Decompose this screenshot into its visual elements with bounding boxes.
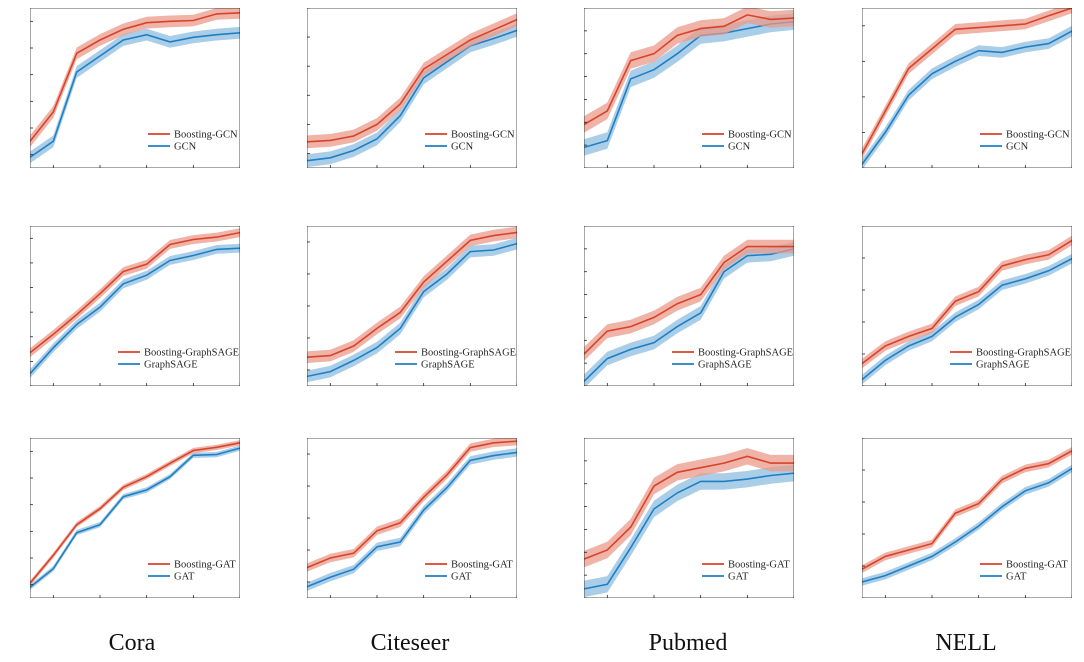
series-line-baseline [307, 242, 517, 378]
series-line-baseline [862, 30, 1072, 165]
series-line-boosting [862, 8, 1072, 155]
series-line-baseline [30, 247, 240, 375]
legend-label-baseline: GraphSAGE [976, 360, 1030, 371]
series-line-baseline [862, 257, 1072, 381]
column-title-cora: Cora [108, 630, 156, 656]
legend-label-boosting: Boosting-GAT [174, 560, 236, 571]
band-boosting [584, 448, 794, 568]
chart-citeseer-gcn: 246810203040506070Sample number of minor… [307, 8, 517, 168]
legend-label-baseline: GCN [174, 142, 197, 153]
legend-label-boosting: Boosting-GCN [728, 130, 792, 141]
legend-label-baseline: GAT [174, 572, 195, 583]
legend-label-baseline: GAT [451, 572, 472, 583]
series-line-baseline [584, 20, 794, 149]
legend-label-boosting: Boosting-GAT [728, 560, 790, 571]
series-line-boosting [307, 18, 517, 143]
band-baseline [584, 242, 794, 386]
legend-label-baseline: GCN [1006, 142, 1029, 153]
band-boosting [862, 447, 1072, 573]
band-baseline [584, 465, 794, 598]
legend-label-baseline: GAT [1006, 572, 1027, 583]
legend-label-baseline: GraphSAGE [421, 360, 475, 371]
legend-label-baseline: GAT [728, 572, 749, 583]
legend-label-boosting: Boosting-GraphSAGE [421, 348, 516, 359]
chart-citeseer-gat: 2468102030405060Sample number of minorit… [307, 438, 517, 598]
axes-box [30, 438, 240, 598]
legend-label-boosting: Boosting-GraphSAGE [698, 348, 793, 359]
band-boosting [584, 239, 794, 361]
series-line-boosting [307, 231, 517, 358]
legend-label-boosting: Boosting-GCN [174, 130, 238, 141]
legend-label-boosting: Boosting-GraphSAGE [144, 348, 239, 359]
series-line-baseline [30, 447, 240, 588]
chart-citeseer-graphsage: 2468102030405060Sample number of minorit… [307, 226, 517, 386]
chart-nell-gcn: 2468103040506070Sample number of minorit… [862, 8, 1072, 168]
series-line-boosting [30, 442, 240, 584]
series-line-boosting [30, 231, 240, 354]
chart-pubmed-graphsage: 2468104045505560657075Sample number of m… [584, 226, 794, 386]
series-line-baseline [584, 472, 794, 590]
column-title-nell: NELL [935, 630, 997, 656]
series-line-baseline [307, 29, 517, 162]
series-line-boosting [862, 450, 1072, 570]
band-boosting [307, 226, 517, 363]
band-baseline [862, 25, 1072, 168]
chart-pubmed-gat: 2468104045505560657075Sample number of m… [584, 438, 794, 598]
legend-label-boosting: Boosting-GAT [451, 560, 513, 571]
chart-nell-gat: 246810304050607080Sample number of minor… [862, 438, 1072, 598]
legend-label-boosting: Boosting-GCN [1006, 130, 1070, 141]
series-line-baseline [307, 451, 517, 588]
series-line-baseline [862, 467, 1072, 583]
chart-pubmed-gcn: 2468104045505560657075Sample number of m… [584, 8, 794, 168]
series-line-boosting [307, 440, 517, 569]
legend-label-baseline: GraphSAGE [698, 360, 752, 371]
series-line-baseline [30, 32, 240, 158]
chart-cora-gat: 246810203040506070Sample number of minor… [30, 438, 240, 598]
column-title-pubmed: Pubmed [648, 630, 728, 656]
legend-label-baseline: GCN [451, 142, 474, 153]
series-line-boosting [584, 14, 794, 126]
legend-label-boosting: Boosting-GCN [451, 130, 515, 141]
series-line-boosting [862, 239, 1072, 365]
band-baseline [307, 448, 517, 591]
band-baseline [862, 253, 1072, 385]
chart-cora-graphsage: 24681010203040506070Sample number of min… [30, 226, 240, 386]
chart-nell-graphsage: 246810304050607080Sample number of minor… [862, 226, 1072, 386]
column-title-citeseer: Citeseer [370, 630, 450, 656]
series-line-boosting [584, 245, 794, 355]
legend-label-baseline: GraphSAGE [144, 360, 198, 371]
band-boosting [30, 8, 240, 148]
series-line-boosting [30, 12, 240, 142]
series-line-boosting [584, 455, 794, 560]
band-boosting [307, 13, 517, 149]
legend-label-boosting: Boosting-GAT [1006, 560, 1068, 571]
series-line-baseline [584, 248, 794, 382]
legend-label-boosting: Boosting-GraphSAGE [976, 348, 1071, 359]
legend-label-baseline: GCN [728, 142, 751, 153]
chart-cora-gcn: 246810203040506070Sample number of minor… [30, 8, 240, 168]
